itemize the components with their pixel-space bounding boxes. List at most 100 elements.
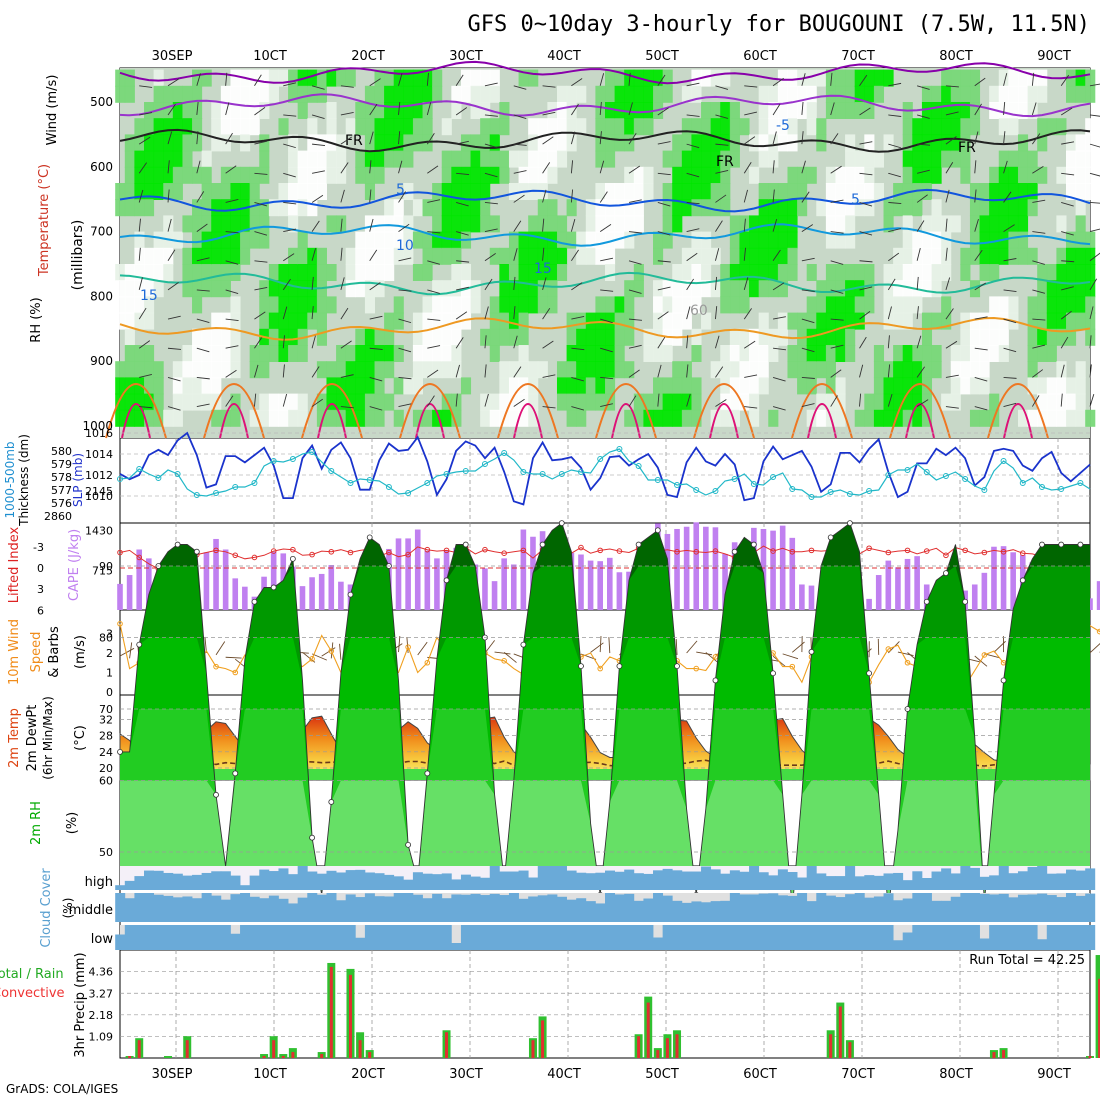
thickness-tick: 579 (51, 458, 72, 471)
cloud-bar-low (288, 925, 298, 950)
rh-cell (903, 345, 913, 362)
rh-cell (471, 280, 481, 297)
rh-cell (317, 361, 327, 378)
rh-cell (432, 215, 442, 232)
rh-cell (960, 248, 970, 265)
cloud-bar-middle (1085, 894, 1095, 922)
rh-cell (730, 345, 740, 362)
rh-cell (903, 167, 913, 184)
rh-cell (730, 102, 740, 119)
rh-cell (230, 199, 240, 216)
rh-cell (672, 151, 682, 168)
temp-tick: 28 (99, 730, 113, 743)
rh-cell (490, 394, 500, 411)
cloud-bar-high (451, 879, 461, 890)
rh-cell (557, 264, 567, 281)
cloud-bar-low (250, 925, 260, 950)
rh-cell (672, 215, 682, 232)
rh-cell (1018, 199, 1028, 216)
rh-cell (884, 199, 894, 216)
rh-cell (211, 264, 221, 281)
rh-cell (759, 118, 769, 135)
rh-cell (211, 215, 221, 232)
rh-cell (720, 410, 730, 427)
cloud-bar-low (163, 925, 173, 950)
rh-cell (182, 264, 192, 281)
cloud-bar-high (807, 866, 817, 890)
rh-cell (528, 70, 538, 87)
rh-cell (768, 232, 778, 249)
cloud-bar-high (701, 866, 711, 890)
cloud-bar-middle (595, 903, 605, 922)
rh-cell (999, 248, 1009, 265)
rh-cell (663, 377, 673, 394)
rh-cell (288, 345, 298, 362)
rh-cell (182, 345, 192, 362)
rh-cell (595, 232, 605, 249)
rh-cell (922, 361, 932, 378)
rh-cell (1018, 248, 1028, 265)
rh-tick: 60 (99, 775, 113, 788)
contour-label: FR (958, 140, 976, 156)
cloud-bar-middle (826, 896, 836, 922)
rh-cell (288, 280, 298, 297)
cloud-bar-high (720, 874, 730, 890)
rh-cell (365, 361, 375, 378)
rh-cell (615, 345, 625, 362)
rh-cell (999, 86, 1009, 103)
surface-wind-barb (696, 652, 712, 655)
rh-cell (423, 102, 433, 119)
rh-cell (826, 102, 836, 119)
rh-cell (298, 86, 308, 103)
rh-cell (932, 102, 942, 119)
rh-cell (134, 361, 144, 378)
rh-cell (970, 70, 980, 87)
rh-cell (317, 248, 327, 265)
rh-cell (432, 86, 442, 103)
rh-cell (355, 394, 365, 411)
rh-cell (375, 134, 385, 151)
rh-cell (749, 248, 759, 265)
rh-cell (586, 377, 596, 394)
rh-cell (326, 118, 336, 135)
rh-cell (845, 215, 855, 232)
rh-cell (672, 264, 682, 281)
cloud-bar-high (298, 866, 308, 890)
rh-cell (269, 394, 279, 411)
rh-cell (384, 345, 394, 362)
rh-cell (567, 345, 577, 362)
rh-cell (259, 167, 269, 184)
rh-cell (874, 183, 884, 200)
rh-cell (739, 232, 749, 249)
rh-cell (221, 329, 231, 346)
rh-cell (701, 232, 711, 249)
rh-cell (682, 151, 692, 168)
cloud-bar-high (1047, 874, 1057, 890)
cloud-bar-high (586, 873, 596, 890)
rh-cell (163, 151, 173, 168)
rh-cell (1008, 215, 1018, 232)
rh-cell (778, 232, 788, 249)
rh-cell (605, 86, 615, 103)
rh-cell (1066, 377, 1076, 394)
rh-cell (749, 345, 759, 362)
rh-cell (941, 118, 951, 135)
rh-cell (759, 232, 769, 249)
rh-cell (893, 199, 903, 216)
contour-label: 15 (534, 261, 552, 277)
cloud-bar-low (874, 925, 884, 950)
cloud-bar-low (701, 925, 711, 950)
rh-cell (730, 248, 740, 265)
rh-cell (1008, 232, 1018, 249)
rh-cell (653, 377, 663, 394)
rh-cell (855, 410, 865, 427)
pressure-tick: 900 (90, 354, 113, 368)
rh-cell (192, 296, 202, 313)
precip-total-label: Total / Rain (0, 967, 64, 982)
cloud-bar-high (893, 873, 903, 890)
rh-cell (346, 70, 356, 87)
rh-cell (221, 167, 231, 184)
rh-cell (960, 167, 970, 184)
rh-cell (855, 296, 865, 313)
